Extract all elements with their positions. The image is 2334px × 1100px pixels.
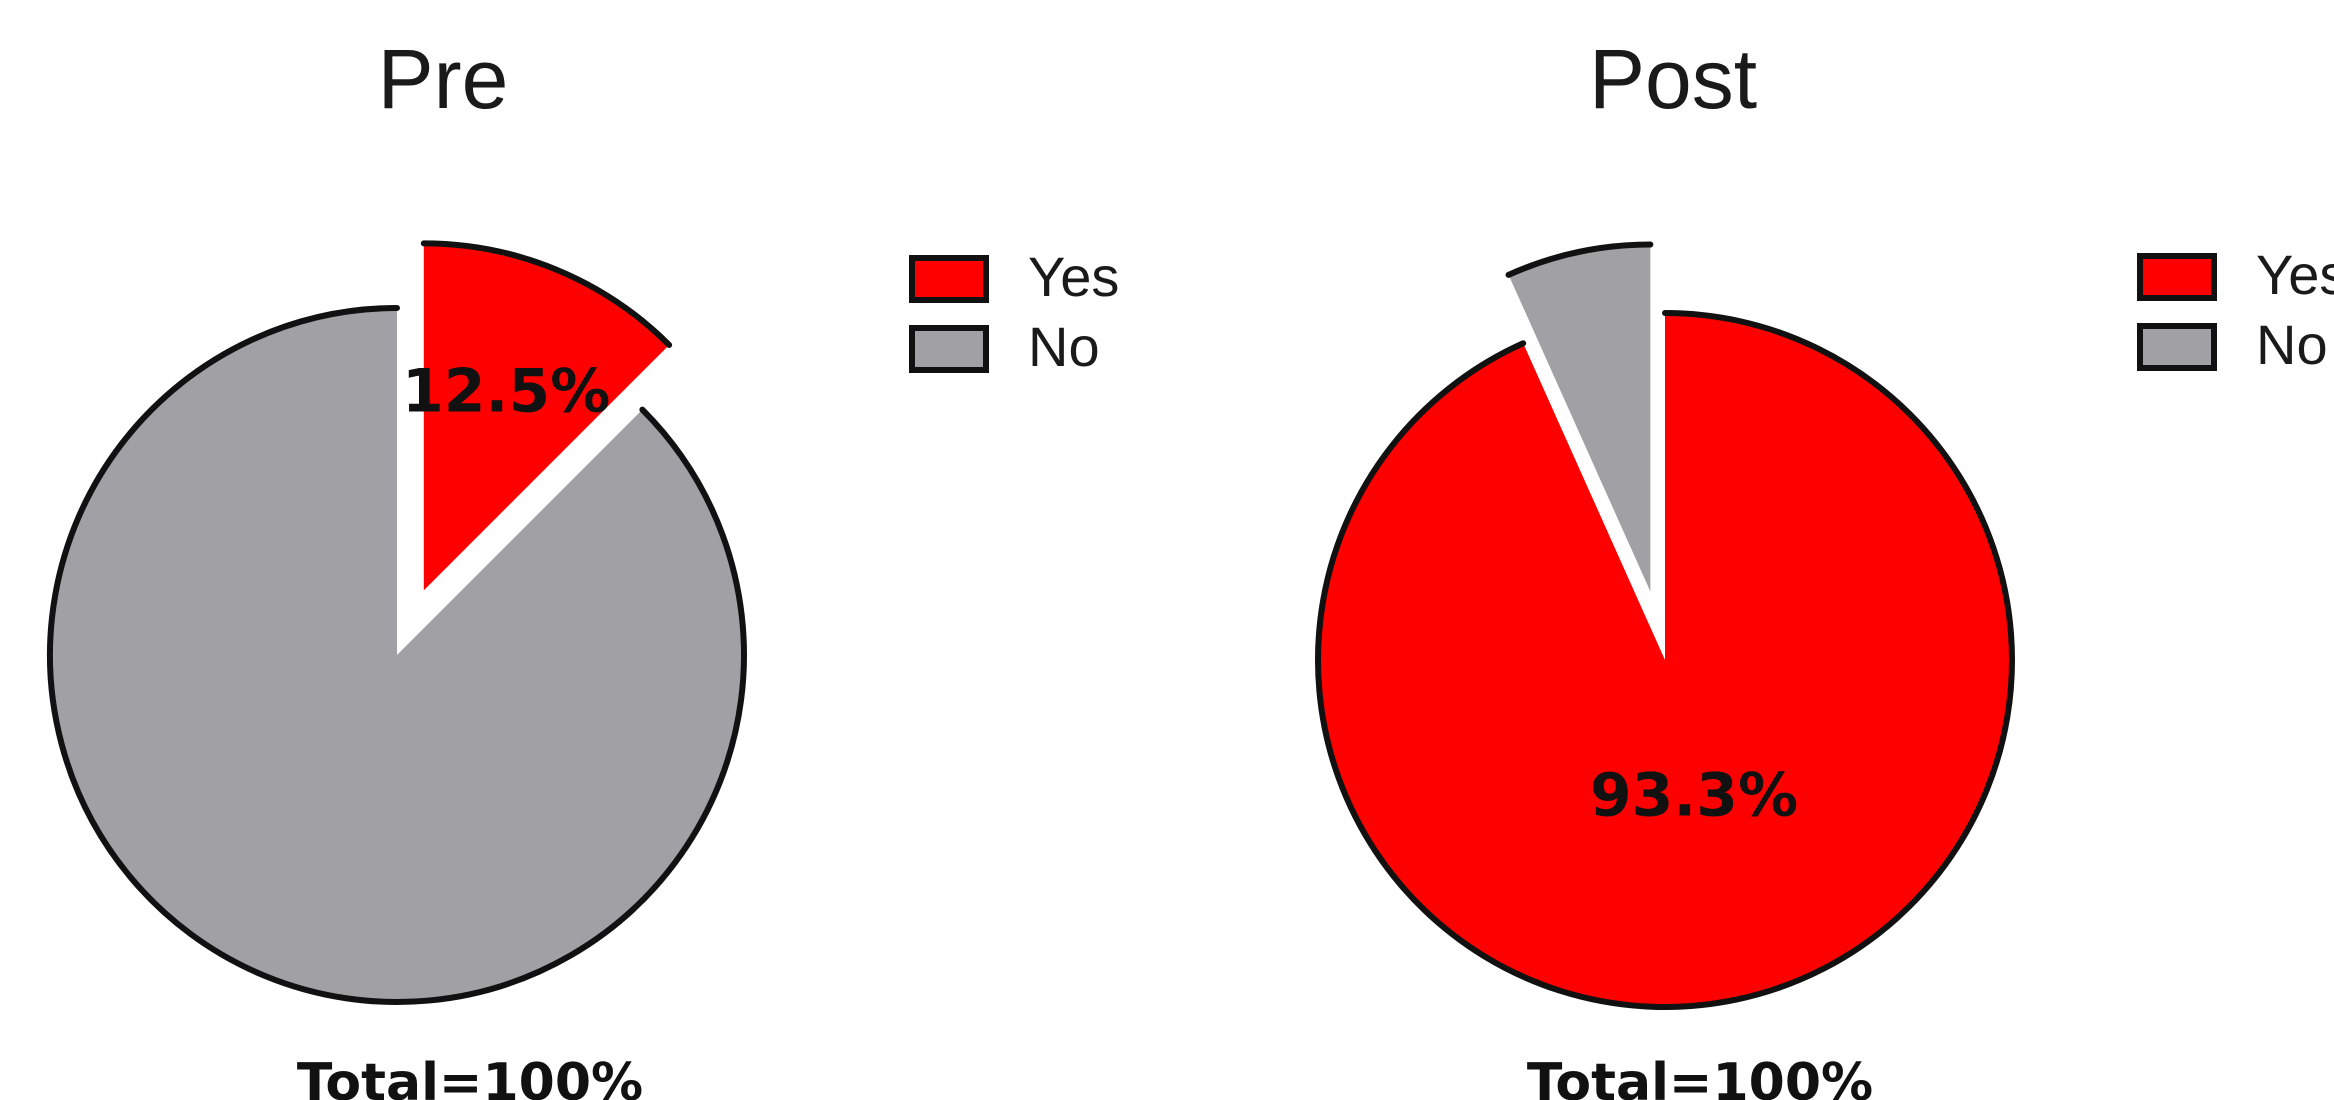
pie-slice-outline-post-yes [1315, 310, 2015, 1010]
pie-slice-pre-no [49, 308, 744, 1002]
pie-chart-pre: Pre 12.5% Yes No Total=100% [47, 32, 1119, 1100]
pie-slice-outline-pre-no [47, 305, 747, 1005]
chart-title-post: Post [1589, 32, 1757, 126]
legend-swatch-pre-no [909, 325, 989, 373]
total-label-post: Total=100% [1527, 1053, 1873, 1100]
legend-swatch-pre-yes [909, 255, 989, 303]
legend-label-pre-yes: Yes [1028, 245, 1119, 308]
slice-label-pre-yes: 12.5% [402, 357, 610, 427]
chart-title-pre: Pre [378, 32, 509, 126]
pie-slice-post-yes [1318, 313, 2012, 1007]
slice-label-post-yes: 93.3% [1590, 761, 1798, 831]
pie-chart-post: Post 93.3% Yes No Total=100% [1315, 32, 2334, 1100]
pie-slice-outline-post-no [1505, 241, 1654, 278]
legend-swatch-post-no [2137, 323, 2217, 371]
legend-label-post-no: No [2256, 313, 2328, 376]
total-label-pre: Total=100% [297, 1053, 643, 1100]
legend-swatch-post-yes [2137, 253, 2217, 301]
pie-slice-post-no [1508, 244, 1651, 592]
legend-label-post-yes: Yes [2256, 243, 2334, 306]
pie-slice-pre-yes [423, 243, 670, 591]
legend-label-pre-no: No [1028, 315, 1100, 378]
pie-slice-outline-pre-yes [420, 240, 673, 348]
